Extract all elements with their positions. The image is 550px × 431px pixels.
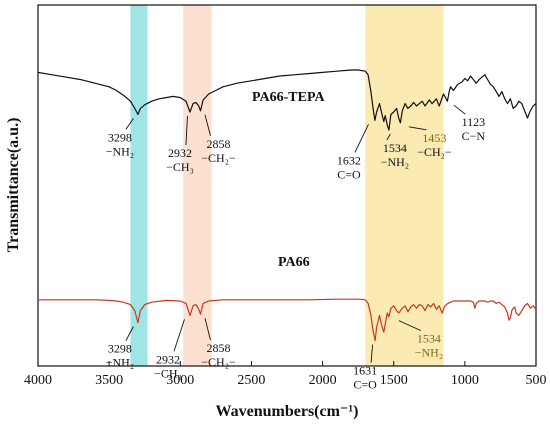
x-tick-label: 3000: [166, 373, 194, 388]
annotation-label: 3298: [108, 130, 132, 144]
highlight-band-0: [130, 5, 148, 366]
x-tick-label: 3500: [95, 373, 123, 388]
series-lines: [37, 69, 537, 342]
annotation-label: −NH₂: [381, 155, 409, 169]
annotation-label: −NH₂: [415, 346, 443, 360]
annotation-label: 2932: [156, 352, 180, 366]
annotation-label: 2858: [206, 341, 230, 355]
annotation-leader: [398, 320, 422, 332]
annotation-label: 2858: [206, 137, 230, 151]
annotation-label: 1632: [337, 153, 361, 167]
x-tick-label: 500: [526, 373, 547, 388]
series-line-1: [38, 298, 537, 342]
x-axis-title: Wavenumbers(cm⁻¹): [216, 403, 359, 420]
series-label-pa66-tepa: PA66-TEPA: [252, 90, 325, 105]
annotation-leader: [386, 133, 391, 141]
annotation-leader: [408, 126, 427, 131]
y-axis-title: Transmittance(a.u.): [5, 118, 22, 253]
annotation-leader: [204, 114, 211, 136]
series-line-0: [37, 69, 537, 131]
annotation-label: 1453: [422, 131, 446, 145]
annotation-label: 1631: [353, 364, 377, 378]
annotation-leader: [125, 326, 134, 341]
x-tick-label: 1000: [451, 373, 479, 388]
x-tick-label: 1500: [380, 373, 408, 388]
x-tick-label: 4000: [24, 373, 52, 388]
highlight-band-1: [183, 5, 212, 366]
annotation-leader: [173, 319, 185, 352]
annotation-label: 1123: [462, 115, 486, 129]
x-tick-label: 2000: [309, 373, 337, 388]
x-axis-ticks: 4000 3500 3000 2500 2000 1500 1000 500: [24, 361, 547, 388]
highlight-bands: [130, 5, 444, 366]
annotation-label: C=O: [353, 378, 377, 392]
annotation-label: 3298: [108, 342, 132, 356]
annotation-label: −CH₃: [154, 366, 182, 380]
annotation-label: −NH₂: [106, 356, 134, 370]
annotation-label: −CH₂−: [417, 145, 452, 159]
annotation-leader: [125, 118, 134, 130]
annotation-label: −CH₂−: [201, 355, 236, 369]
annotation-label: 1534: [417, 332, 441, 346]
annotation-leader: [204, 318, 211, 341]
annotation-label: C−N: [462, 129, 486, 143]
plot-frame: [37, 4, 537, 367]
annotation-label: 1534: [383, 141, 407, 155]
annotation-leader: [370, 344, 374, 363]
annotation-label: −NH₂: [106, 144, 134, 158]
annotation-label: C=O: [337, 167, 361, 181]
annotation-leader: [185, 115, 188, 146]
series-label-pa66: PA66: [278, 255, 310, 270]
highlight-band-2: [365, 5, 444, 366]
annotation-label: 2932: [168, 146, 192, 160]
annotation-label: −CH₃: [166, 160, 194, 174]
annotation-label: −CH₂−: [201, 151, 236, 165]
annotation-leader: [354, 124, 369, 153]
x-tick-label: 2500: [237, 373, 265, 388]
annotation-leader: [453, 104, 466, 115]
